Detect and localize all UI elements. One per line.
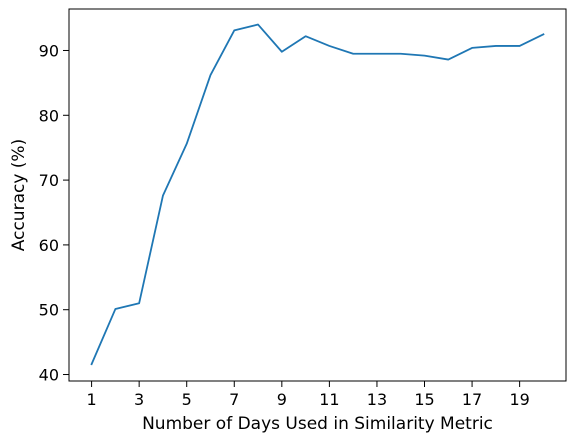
y-tick-label: 50 xyxy=(39,301,59,320)
y-tick-label: 40 xyxy=(39,366,59,385)
x-tick-label: 13 xyxy=(367,390,387,409)
x-tick-label: 7 xyxy=(229,390,239,409)
x-tick-label: 15 xyxy=(414,390,434,409)
x-tick-label: 17 xyxy=(462,390,482,409)
y-tick-label: 80 xyxy=(39,106,59,125)
x-tick-label: 19 xyxy=(509,390,529,409)
x-tick-label: 11 xyxy=(319,390,339,409)
plot-area xyxy=(90,23,545,366)
y-tick-label: 90 xyxy=(39,41,59,60)
x-tick-label: 9 xyxy=(277,390,287,409)
plot-frame xyxy=(68,8,567,382)
x-tick-label: 1 xyxy=(86,390,96,409)
y-tick-label: 70 xyxy=(39,171,59,190)
x-axis-label: Number of Days Used in Similarity Metric xyxy=(142,414,493,434)
accuracy-series-line xyxy=(90,23,545,366)
y-axis-label: Accuracy (%) xyxy=(9,139,29,251)
x-tick-label: 3 xyxy=(134,390,144,409)
y-tick-label: 60 xyxy=(39,236,59,255)
x-tick-label: 5 xyxy=(182,390,192,409)
